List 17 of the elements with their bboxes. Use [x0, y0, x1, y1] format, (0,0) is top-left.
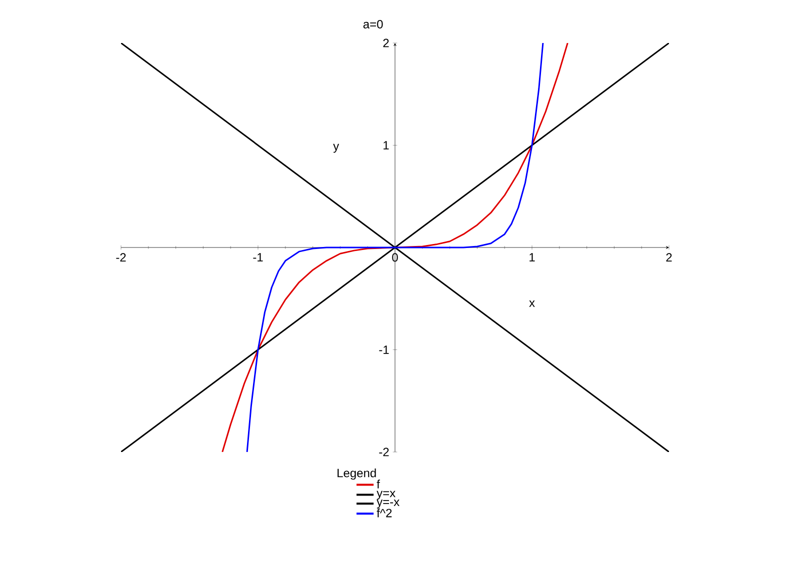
x-tick-label: -1	[253, 253, 263, 262]
y-axis-title: y	[333, 144, 340, 153]
y-tick-label: 2	[383, 38, 389, 48]
legend-title: Legend	[338, 468, 376, 480]
x-axis-title: x	[529, 300, 535, 307]
legend-label: y=-x	[376, 500, 400, 509]
x-tick-label: 0	[392, 253, 398, 262]
legend-label: y=x	[376, 490, 396, 500]
legend-label: f^2	[376, 508, 392, 518]
chart-title: a=0	[363, 20, 383, 28]
x-tick-label: -2	[116, 253, 126, 262]
y-tick-label: -2	[379, 448, 389, 456]
legend-label: f	[376, 480, 380, 488]
x-tick-label: 1	[530, 253, 535, 262]
y-tick-label: -1	[379, 346, 389, 354]
y-tick-label: 1	[384, 141, 389, 150]
x-tick-label: 2	[666, 253, 672, 262]
